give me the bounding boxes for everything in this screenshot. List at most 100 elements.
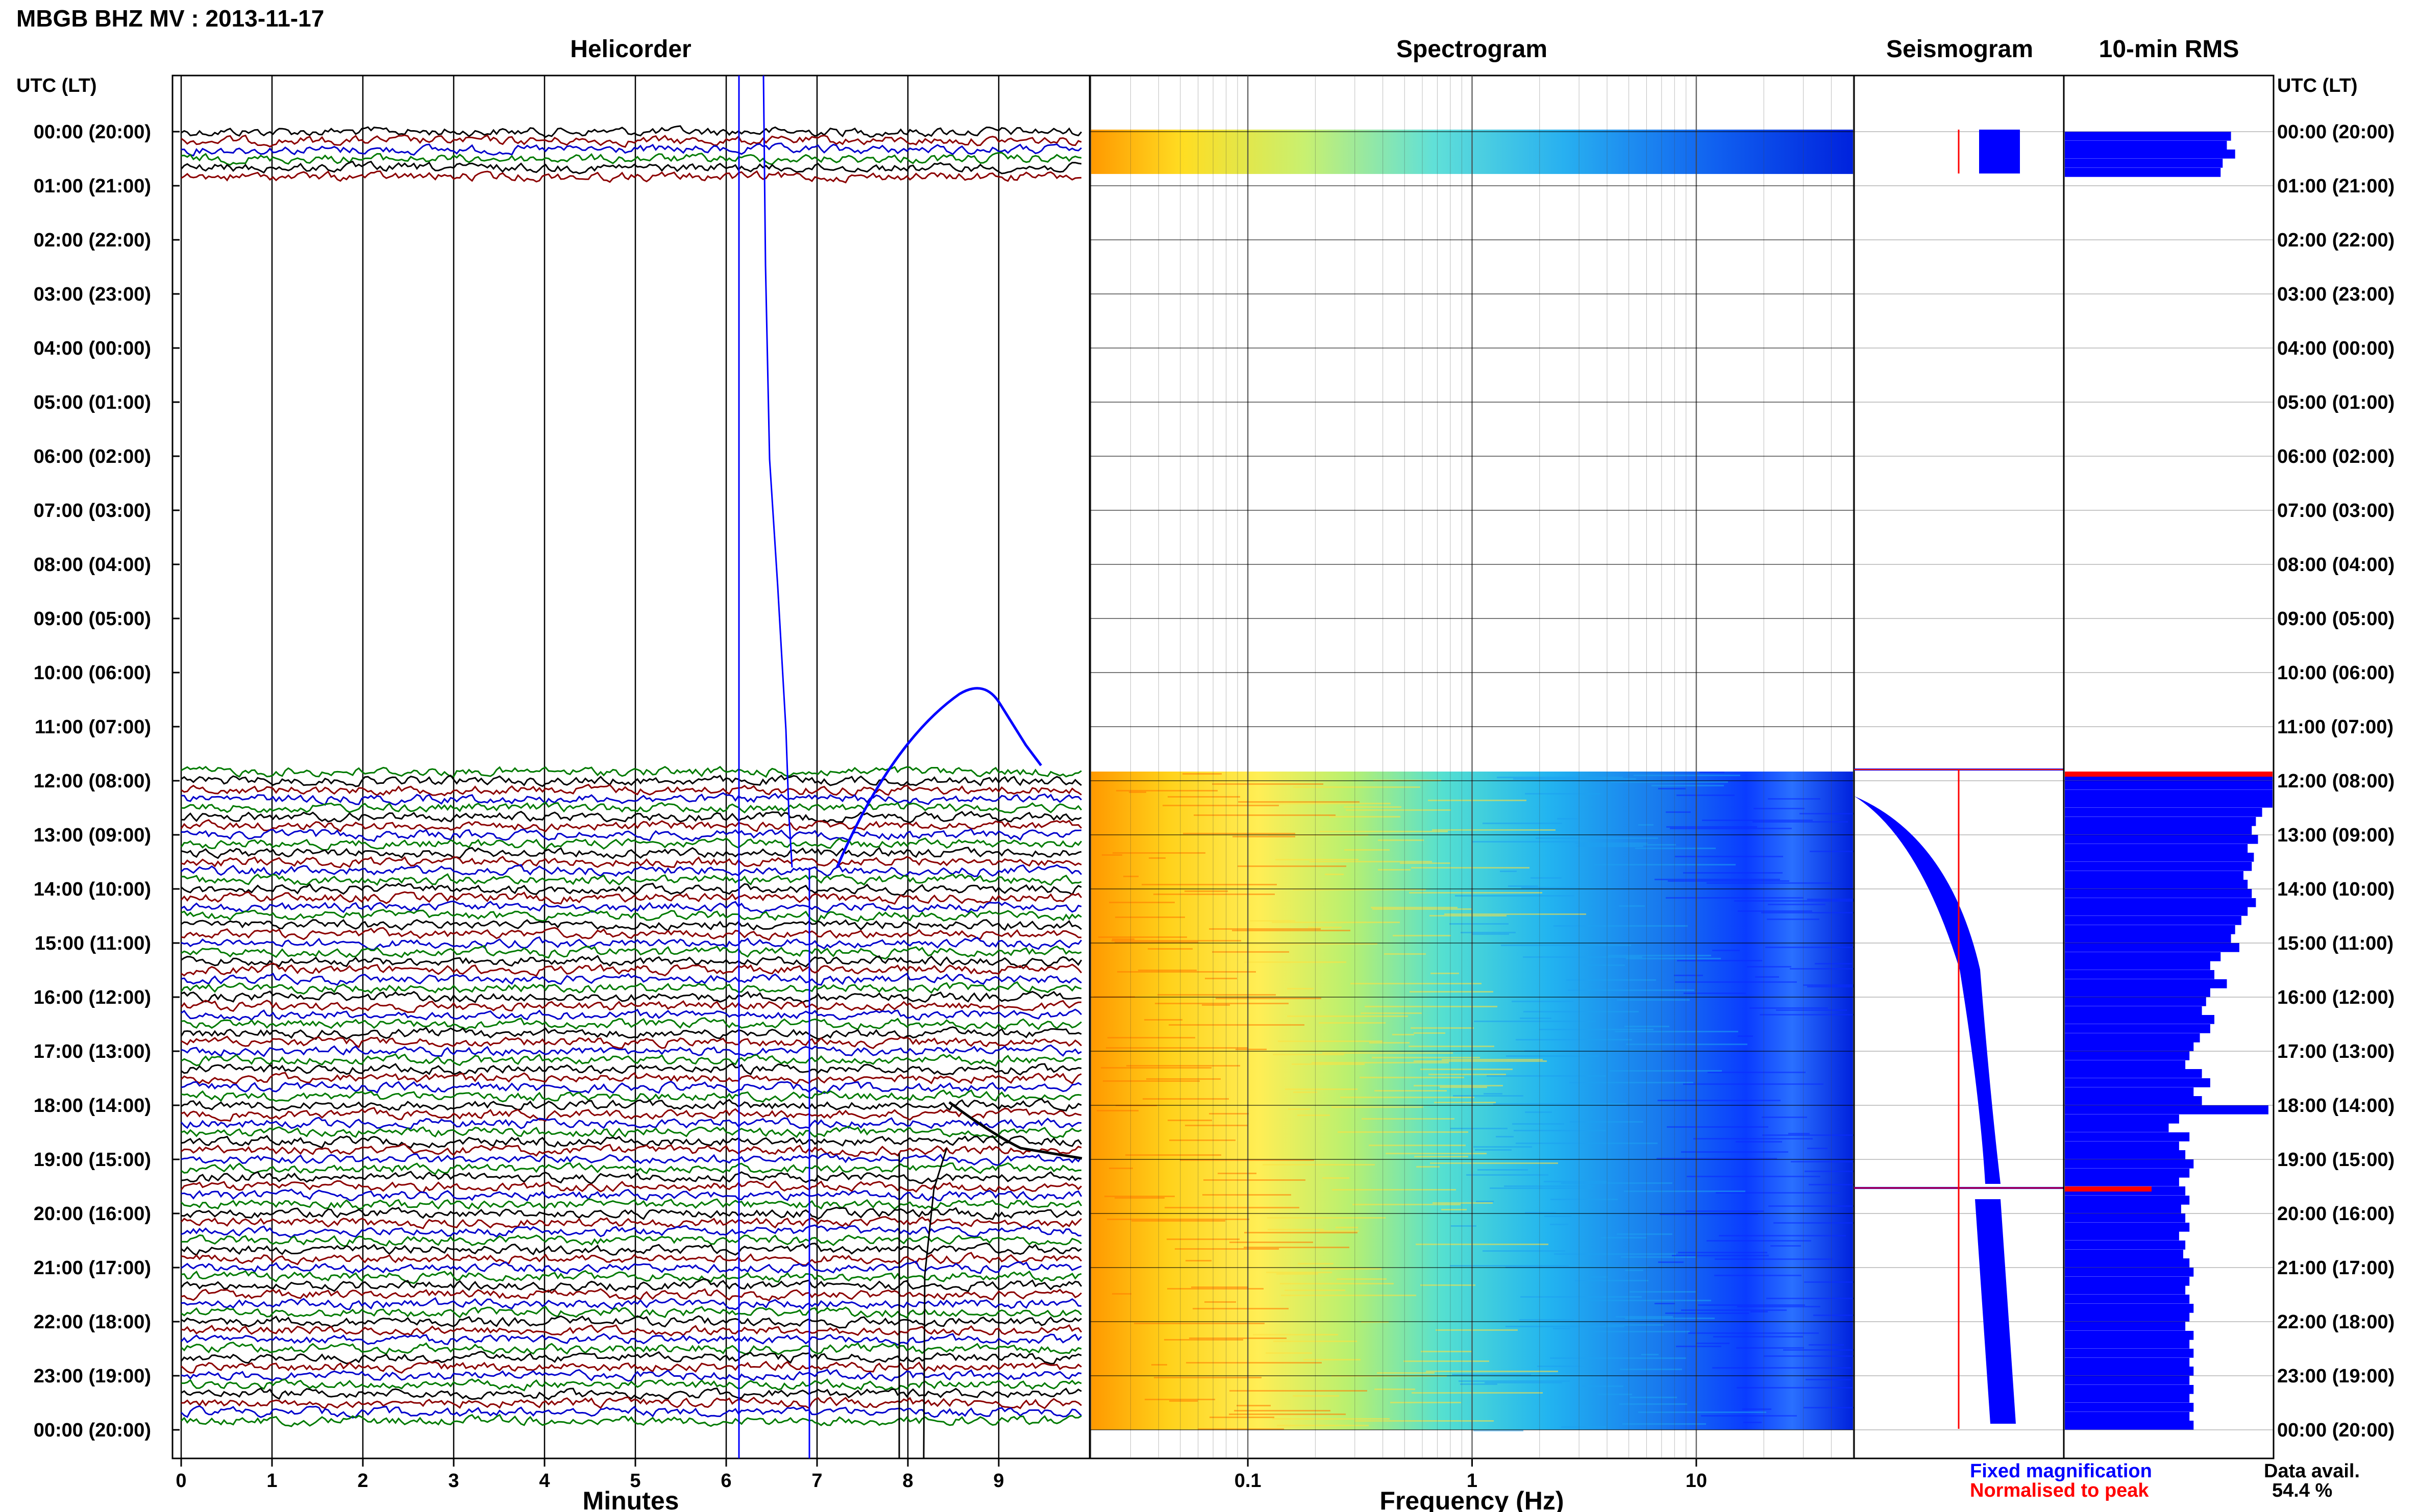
spectrogram-streak	[1681, 1151, 1788, 1153]
spectrogram-streak	[1483, 823, 1562, 824]
spectrogram-streak	[1504, 1185, 1594, 1187]
spectrogram-streak	[1630, 1291, 1696, 1293]
time-label-left: 16:00 (12:00)	[34, 987, 151, 1008]
spectrogram-streak	[1374, 1389, 1415, 1390]
spectrogram-streak	[1615, 1031, 1738, 1032]
time-label-left: 12:00 (08:00)	[34, 771, 151, 792]
spectrogram-streak	[1378, 839, 1424, 841]
spectrogram-streak	[1624, 1191, 1745, 1192]
helicorder-trace	[181, 774, 1082, 787]
spectrogram-streak	[1668, 880, 1789, 882]
spectrogram-streak	[1450, 1128, 1508, 1129]
helicorder-trace	[181, 936, 1082, 951]
spectrogram-streak	[1500, 871, 1517, 872]
spectrogram-streak	[1677, 960, 1762, 961]
spectrogram-streak	[1696, 1343, 1730, 1344]
spectrogram-streak	[1369, 1145, 1466, 1146]
spectrogram-streak	[1655, 1303, 1675, 1304]
spectrogram-streak	[1165, 1207, 1299, 1208]
spectrogram-streak	[1477, 1169, 1528, 1171]
spectrogram-streak	[1410, 991, 1493, 993]
spectrogram-streak	[1561, 1182, 1672, 1184]
helicorder-trace	[181, 1224, 1082, 1238]
spectrogram-streak	[1622, 1423, 1706, 1425]
event-trace	[923, 1148, 948, 1459]
helicorder-trace	[181, 864, 1082, 877]
spectrogram-streak	[1686, 1210, 1764, 1212]
rms-bar	[2065, 1421, 2194, 1430]
spectrogram-streak	[1202, 1194, 1291, 1196]
spectrogram-streak	[1764, 1355, 1901, 1357]
helicorder-trace	[181, 1143, 1082, 1157]
spectrogram-streak	[1193, 1308, 1289, 1309]
spectrogram-streak	[1420, 1284, 1475, 1286]
spectrogram-streak	[1191, 1286, 1248, 1288]
spectrogram-streak	[1185, 1125, 1248, 1126]
rms-grid	[2064, 131, 2274, 1430]
spectrogram-streak	[1752, 821, 1848, 823]
spectrogram-streak	[1508, 885, 1538, 887]
spectrogram-streak	[1512, 1123, 1564, 1125]
spectrogram-streak	[1272, 1418, 1390, 1420]
spectrogram-streak	[1103, 1080, 1200, 1082]
spectrogram-streak	[1344, 849, 1390, 851]
time-label-left: 07:00 (03:00)	[34, 500, 151, 522]
time-label-left: 11:00 (07:00)	[35, 716, 151, 738]
spectrogram-streak	[1273, 1054, 1344, 1055]
seismogram-fixed-envelope	[1975, 1199, 2016, 1424]
spectrogram-streak	[1497, 777, 1623, 778]
spectrogram-streak	[1809, 1344, 1844, 1346]
time-label-left: 23:00 (19:00)	[34, 1366, 151, 1387]
rms-bar	[2065, 1258, 2190, 1268]
helicorder-trace	[181, 1260, 1082, 1275]
spectrogram-streak	[1699, 772, 1724, 773]
helicorder-traces	[180, 125, 1082, 1427]
helicorder-trace	[180, 1117, 1082, 1130]
spectrogram-streak	[1765, 947, 1883, 948]
rms-bar	[2065, 1096, 2202, 1105]
minutes-tick-label: 0	[176, 1470, 186, 1492]
spectrogram-streak	[1293, 1092, 1317, 1093]
helicorder-trace	[181, 1017, 1082, 1030]
spectrogram-streak	[1575, 1280, 1648, 1281]
minutes-tick-label: 8	[902, 1470, 913, 1492]
spectrogram-streak	[1655, 879, 1780, 880]
rms-bar	[2065, 1087, 2194, 1097]
spectrogram-streak	[1693, 1138, 1813, 1139]
helicorder-trace	[181, 142, 1082, 157]
rms-bar	[2065, 970, 2214, 979]
spectrogram-streak	[1554, 1253, 1676, 1255]
spectrogram-streak	[1319, 1022, 1386, 1024]
spectrogram-streak	[1146, 1078, 1221, 1080]
spectrogram-grid	[1090, 76, 1854, 1458]
spectrogram-streak	[1472, 841, 1580, 842]
frequency-axis: 0.1 1 10	[1235, 1458, 1707, 1492]
helicorder-trace	[180, 1405, 1082, 1419]
time-label-right: 07:00 (03:00)	[2277, 500, 2395, 522]
spectrogram-streak	[1749, 1007, 1828, 1009]
frequency-tick-label: 1	[1467, 1470, 1477, 1492]
spectrogram-streak	[1553, 925, 1688, 927]
spectrogram-streak	[1209, 928, 1321, 930]
spectrogram-streak	[1688, 1332, 1819, 1334]
spectrogram-streak	[1336, 1227, 1358, 1228]
rms-bar	[2065, 916, 2241, 925]
spectrogram-streak	[1169, 1139, 1236, 1141]
rms-bar	[2065, 1250, 2183, 1259]
spectrogram-streak	[1675, 981, 1797, 983]
spectrogram-streak	[1658, 1261, 1684, 1263]
spectrogram-streak	[1229, 1414, 1346, 1415]
spectrogram-streak	[1409, 892, 1542, 894]
spectrogram-streak	[1625, 1318, 1715, 1319]
spectrogram-streak	[1676, 795, 1735, 796]
helicorder-trace	[181, 1396, 1082, 1409]
helicorder-trace	[180, 1278, 1082, 1293]
spectrogram-streak	[1791, 1161, 1894, 1162]
spectrogram-streak	[1630, 1397, 1677, 1398]
spectrogram-streak	[1267, 1217, 1386, 1219]
spectrogram-streak	[1466, 1174, 1548, 1176]
rms-bar	[2065, 1358, 2190, 1367]
rms-bar	[2065, 844, 2248, 853]
spectrogram-streak	[1450, 1265, 1569, 1267]
